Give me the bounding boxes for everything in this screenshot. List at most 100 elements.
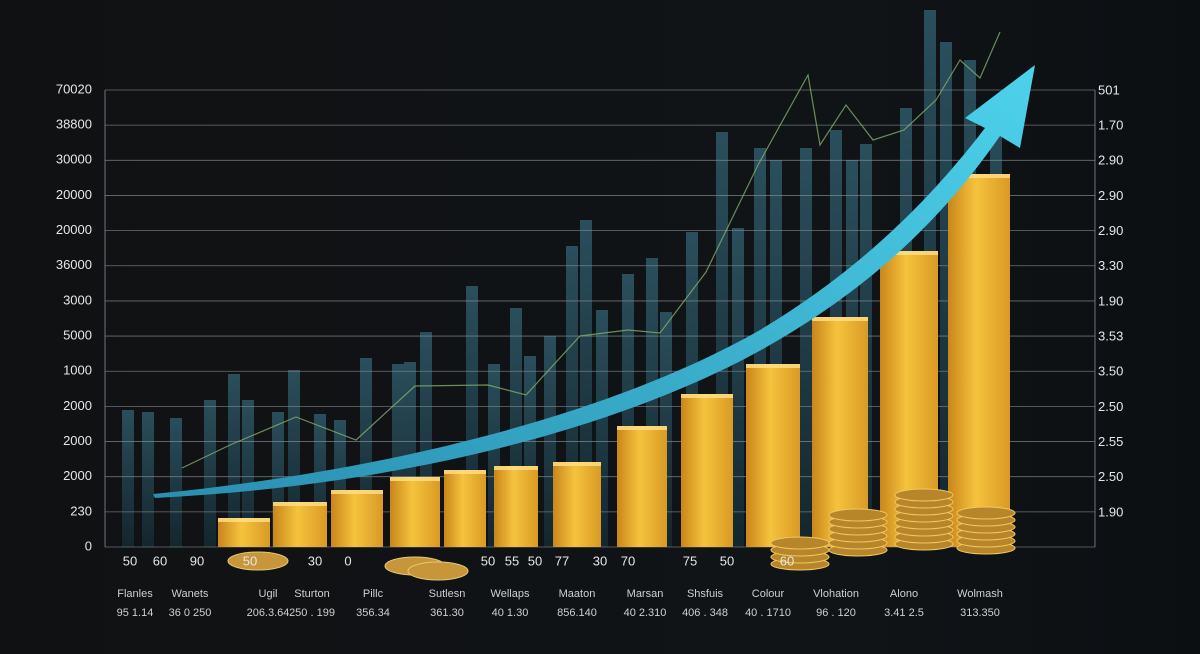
x-number: 90 (190, 553, 204, 568)
x-number: 60 (153, 553, 167, 568)
gold-bar-top (273, 502, 327, 506)
x-number: 50 (528, 553, 542, 568)
left-axis-label: 5000 (63, 328, 92, 343)
right-axis-label: 2.90 (1098, 153, 1123, 168)
item-value: 361.30 (430, 607, 464, 619)
right-axis-label: 1.70 (1098, 118, 1123, 133)
left-axis-label: 20000 (56, 187, 92, 202)
right-axis-label: 2.90 (1098, 223, 1123, 238)
item-name: Wanets (172, 588, 209, 600)
right-axis-label: 1.90 (1098, 293, 1123, 308)
item-value: 40 2.310 (624, 607, 667, 619)
labels: 7002038800300002000020000360003000500010… (56, 81, 1123, 618)
item-value: 40 1.30 (492, 607, 529, 619)
gold-bar-top (617, 426, 667, 430)
gold-bar (948, 174, 1010, 547)
item-value: 3.41 2.5 (884, 607, 924, 619)
gold-bar (273, 502, 327, 547)
coin (227, 551, 289, 571)
x-number: 50 (243, 553, 257, 568)
coin (828, 508, 888, 522)
gold-bar (444, 470, 486, 547)
gold-bar-top (390, 477, 440, 481)
coin (894, 488, 954, 502)
x-number: 75 (683, 553, 697, 568)
gold-bar (746, 364, 800, 547)
left-axis-label: 20000 (56, 222, 92, 237)
gold-bar-top (494, 466, 538, 470)
x-number: 77 (555, 553, 569, 568)
item-value: 36 0 250 (169, 607, 212, 619)
x-number: 60 (780, 553, 794, 568)
gold-bar-top (746, 364, 800, 368)
x-number: 0 (344, 553, 351, 568)
gold-bar (390, 477, 440, 547)
item-value: 406 . 348 (682, 607, 728, 619)
item-value: 95 1.14 (117, 607, 154, 619)
gold-bar (617, 426, 667, 547)
left-axis-label: 230 (70, 503, 92, 518)
item-value: 40 . 1710 (745, 607, 791, 619)
gold-bar (218, 518, 270, 547)
background-bar (142, 412, 154, 547)
gold-bar (331, 490, 383, 547)
left-axis-label: 0 (85, 538, 92, 553)
gold-bar-top (812, 317, 868, 321)
left-axis-label: 1000 (63, 363, 92, 378)
left-axis-label: 2000 (63, 433, 92, 448)
left-axis-label: 2000 (63, 468, 92, 483)
item-name: Wellaps (491, 588, 530, 600)
gold-bar-top (553, 462, 601, 466)
left-axis-label: 3000 (63, 292, 92, 307)
gold-bar-top (681, 394, 733, 398)
background-bar (242, 400, 254, 547)
coin (770, 536, 830, 550)
left-axis-label: 2000 (63, 398, 92, 413)
x-number: 50 (720, 553, 734, 568)
item-value: 96 . 120 (816, 607, 856, 619)
item-value: 856.140 (557, 607, 597, 619)
trend-line (181, 31, 1001, 469)
right-axis-label: 2.55 (1098, 434, 1123, 449)
gold-bar (553, 462, 601, 547)
item-name: Colour (752, 588, 785, 600)
right-axis-label: 501 (1098, 82, 1120, 97)
trend-arrow (153, 65, 1035, 498)
gold-bar-top (880, 251, 938, 255)
gold-bar-top (331, 490, 383, 494)
right-axis-label: 1.90 (1098, 504, 1123, 519)
background-bar (204, 400, 216, 547)
right-axis-label: 2.90 (1098, 188, 1123, 203)
item-name: Flanles (117, 588, 153, 600)
background-bar (228, 374, 240, 547)
background-bar (732, 228, 744, 547)
x-number: 30 (593, 553, 607, 568)
item-name: Vlohation (813, 588, 859, 600)
x-number: 50 (123, 553, 137, 568)
coin (407, 561, 469, 581)
item-name: Pillc (363, 588, 384, 600)
x-number: 70 (621, 553, 635, 568)
item-name: Marsan (627, 588, 664, 600)
coins (227, 488, 1016, 581)
gold-bar-top (948, 174, 1010, 178)
item-name: Sutlesn (429, 588, 466, 600)
right-axis-label: 3.50 (1098, 364, 1123, 379)
gold-bar (681, 394, 733, 547)
left-axis-label: 30000 (56, 152, 92, 167)
item-name: Sturton (294, 588, 329, 600)
left-axis-label: 70020 (56, 81, 92, 96)
left-axis-label: 36000 (56, 257, 92, 272)
right-axis-label: 2.50 (1098, 469, 1123, 484)
gold-bar-top (218, 518, 270, 522)
item-value: 356.34 (356, 607, 390, 619)
item-name: Ugil (259, 588, 278, 600)
item-value: 250 . 199 (289, 607, 335, 619)
item-name: Maaton (559, 588, 596, 600)
item-value: 313.350 (960, 607, 1000, 619)
x-number: 30 (308, 553, 322, 568)
background-bar (800, 148, 812, 547)
item-name: Shsfuis (687, 588, 724, 600)
gold-bar (494, 466, 538, 547)
